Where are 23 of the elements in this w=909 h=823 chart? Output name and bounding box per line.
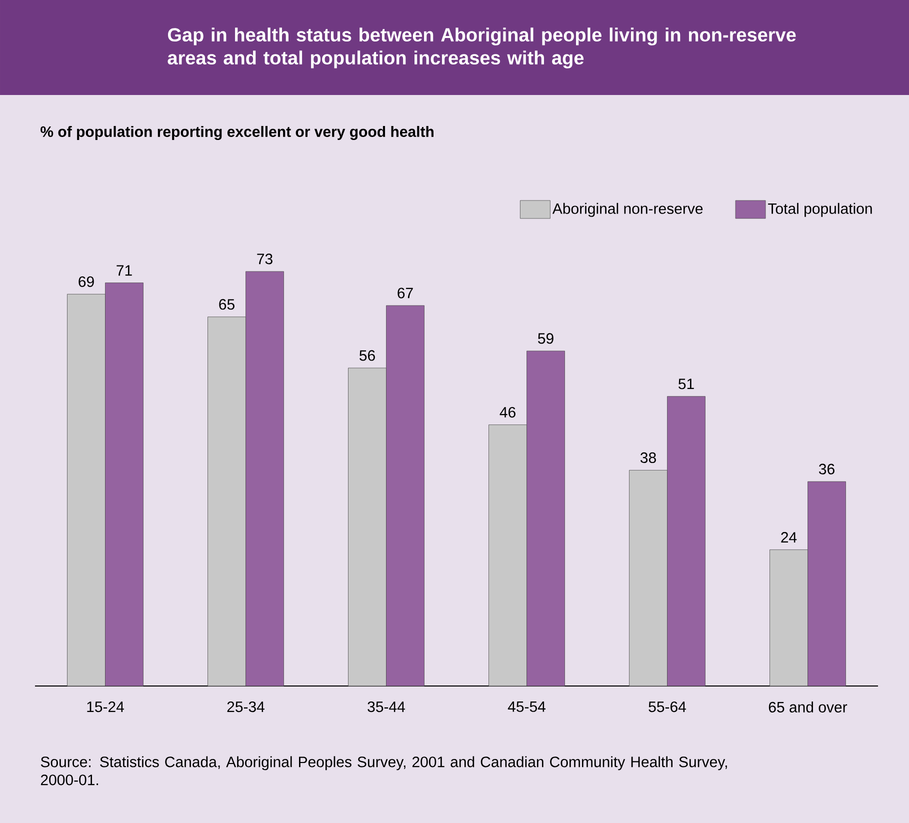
x-tick-label: 45-54 — [508, 701, 546, 712]
x-tick-label: 55-64 — [648, 701, 686, 712]
x-tick-label: 25-34 — [227, 701, 264, 712]
chart-subtitle: % of population reporting excellent or very good health — [40, 126, 434, 140]
data-label: 24 — [781, 532, 797, 543]
legend-label: Aboriginal non-reserve — [552, 202, 703, 217]
data-label: 71 — [116, 265, 132, 276]
legend-label: Total population — [768, 202, 872, 217]
data-label: 69 — [78, 276, 94, 287]
data-label: 56 — [360, 350, 375, 361]
data-label: 51 — [678, 378, 694, 390]
data-label: 73 — [257, 254, 272, 264]
source-note: Source: Statistics Canada, Aboriginal Peoples Survey, 2001 and Canadian Community Health Survey, 2000-01. — [40, 756, 727, 786]
data-label: 46 — [500, 406, 516, 418]
data-label: 59 — [538, 333, 554, 344]
x-tick-label: 65 and over — [768, 701, 848, 712]
chart-title: Gap in health status between Aboriginal people living in non-reserve areas and total population increases with age — [168, 28, 796, 68]
data-label: 38 — [640, 452, 656, 463]
x-tick-label: 35-44 — [368, 701, 405, 712]
data-label: 67 — [398, 288, 413, 298]
x-tick-label: 15-24 — [87, 701, 124, 712]
data-label: 36 — [818, 464, 834, 474]
data-label: 65 — [219, 299, 234, 310]
